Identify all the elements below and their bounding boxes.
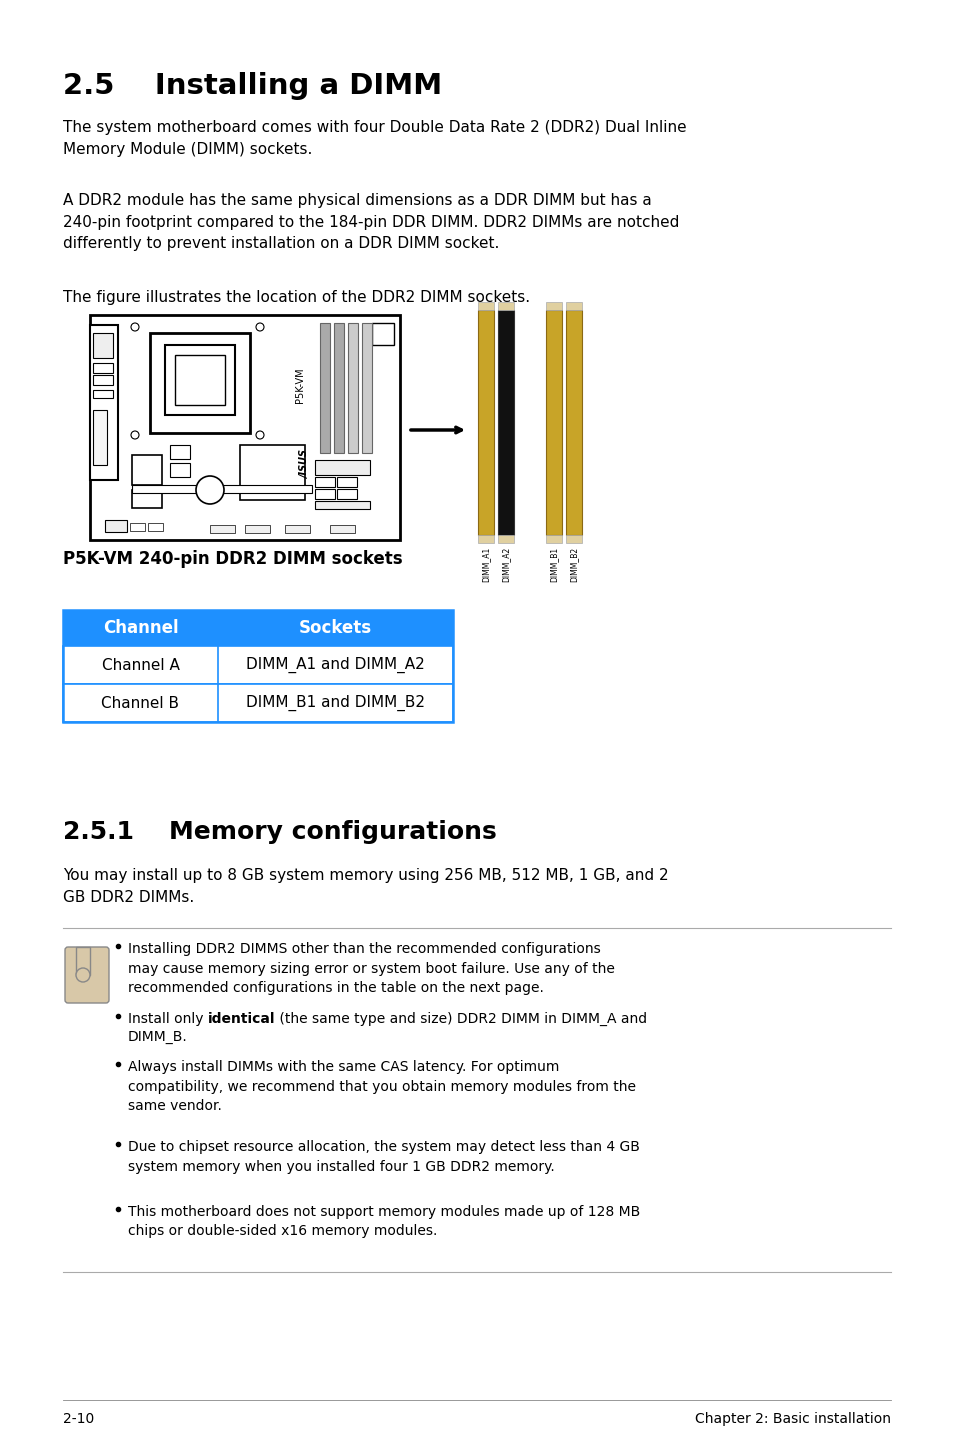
Bar bbox=[63, 684, 453, 722]
Text: Due to chipset resource allocation, the system may detect less than 4 GB
system : Due to chipset resource allocation, the … bbox=[128, 1140, 639, 1173]
Bar bbox=[497, 302, 514, 311]
Bar bbox=[105, 521, 127, 532]
Bar bbox=[330, 525, 355, 533]
Text: This motherboard does not support memory modules made up of 128 MB
chips or doub: This motherboard does not support memory… bbox=[128, 1205, 639, 1238]
Bar bbox=[545, 302, 561, 311]
Bar bbox=[314, 489, 335, 499]
Bar bbox=[497, 311, 514, 535]
Bar bbox=[285, 525, 310, 533]
Bar bbox=[477, 535, 494, 544]
Bar bbox=[314, 500, 370, 509]
Text: DIMM_A1: DIMM_A1 bbox=[481, 546, 490, 582]
Text: 2-10: 2-10 bbox=[63, 1412, 94, 1426]
Bar bbox=[245, 525, 270, 533]
Bar bbox=[92, 334, 112, 358]
Bar bbox=[314, 477, 335, 487]
Text: The system motherboard comes with four Double Data Rate 2 (DDR2) Dual Inline
Mem: The system motherboard comes with four D… bbox=[63, 119, 686, 157]
Text: Channel: Channel bbox=[103, 618, 178, 637]
Circle shape bbox=[255, 431, 264, 439]
Text: Sockets: Sockets bbox=[298, 618, 372, 637]
Bar bbox=[90, 325, 118, 480]
Bar bbox=[170, 444, 190, 459]
Text: Chapter 2: Basic installation: Chapter 2: Basic installation bbox=[695, 1412, 890, 1426]
Text: Installing DDR2 DIMMS other than the recommended configurations
may cause memory: Installing DDR2 DIMMS other than the rec… bbox=[128, 942, 615, 995]
Text: DIMM_B1 and DIMM_B2: DIMM_B1 and DIMM_B2 bbox=[246, 695, 424, 712]
Text: DIMM_B2: DIMM_B2 bbox=[569, 546, 578, 582]
Bar bbox=[565, 311, 581, 535]
Text: identical: identical bbox=[208, 1012, 275, 1025]
Bar bbox=[477, 311, 494, 535]
Text: You may install up to 8 GB system memory using 256 MB, 512 MB, 1 GB, and 2
GB DD: You may install up to 8 GB system memory… bbox=[63, 869, 668, 905]
Bar bbox=[63, 610, 453, 646]
Bar bbox=[150, 334, 250, 433]
Bar bbox=[565, 535, 581, 544]
Bar bbox=[497, 535, 514, 544]
Bar bbox=[314, 460, 370, 475]
Bar bbox=[76, 948, 90, 975]
Bar bbox=[92, 362, 112, 372]
Bar bbox=[63, 646, 453, 684]
Text: DIMM_A1 and DIMM_A2: DIMM_A1 and DIMM_A2 bbox=[246, 657, 424, 673]
Bar bbox=[132, 485, 312, 493]
Bar bbox=[132, 454, 162, 485]
Bar bbox=[165, 345, 234, 416]
Bar bbox=[477, 302, 494, 311]
Circle shape bbox=[76, 968, 90, 982]
Bar bbox=[565, 302, 581, 311]
Text: (the same type and size) DDR2 DIMM in DIMM_A and: (the same type and size) DDR2 DIMM in DI… bbox=[275, 1012, 647, 1027]
Text: DIMM_A2: DIMM_A2 bbox=[501, 546, 510, 582]
Bar bbox=[92, 390, 112, 398]
Text: Install only: Install only bbox=[128, 1012, 208, 1025]
Bar bbox=[348, 324, 357, 453]
Bar bbox=[545, 311, 561, 535]
Bar bbox=[130, 523, 145, 531]
Bar bbox=[372, 324, 394, 345]
Text: DIMM_B.: DIMM_B. bbox=[128, 1030, 188, 1044]
Bar bbox=[545, 535, 561, 544]
Text: Channel B: Channel B bbox=[101, 696, 179, 710]
Text: 2.5.1    Memory configurations: 2.5.1 Memory configurations bbox=[63, 820, 497, 844]
Text: P5K-VM 240-pin DDR2 DIMM sockets: P5K-VM 240-pin DDR2 DIMM sockets bbox=[63, 549, 402, 568]
Bar bbox=[90, 315, 399, 541]
Text: /ISUS: /ISUS bbox=[299, 449, 310, 477]
Text: A DDR2 module has the same physical dimensions as a DDR DIMM but has a
240-pin f: A DDR2 module has the same physical dime… bbox=[63, 193, 679, 252]
Bar bbox=[336, 489, 356, 499]
Text: 2.5    Installing a DIMM: 2.5 Installing a DIMM bbox=[63, 72, 442, 101]
Bar bbox=[170, 463, 190, 477]
Bar bbox=[336, 477, 356, 487]
Text: The figure illustrates the location of the DDR2 DIMM sockets.: The figure illustrates the location of t… bbox=[63, 290, 530, 305]
Bar bbox=[361, 324, 372, 453]
Bar bbox=[132, 490, 162, 508]
Bar bbox=[148, 523, 163, 531]
Text: Always install DIMMs with the same CAS latency. For optimum
compatibility, we re: Always install DIMMs with the same CAS l… bbox=[128, 1060, 636, 1113]
Text: P5K-VM: P5K-VM bbox=[294, 367, 305, 403]
Bar bbox=[210, 525, 234, 533]
Circle shape bbox=[195, 476, 224, 503]
Bar bbox=[334, 324, 344, 453]
Bar bbox=[319, 324, 330, 453]
FancyBboxPatch shape bbox=[65, 948, 109, 1002]
Bar bbox=[240, 444, 305, 500]
Circle shape bbox=[131, 324, 139, 331]
Bar bbox=[92, 375, 112, 385]
Bar bbox=[92, 410, 107, 464]
Text: DIMM_B1: DIMM_B1 bbox=[549, 546, 558, 582]
Bar bbox=[63, 610, 453, 722]
Circle shape bbox=[255, 324, 264, 331]
Circle shape bbox=[131, 431, 139, 439]
Text: Channel A: Channel A bbox=[101, 657, 179, 673]
Bar bbox=[174, 355, 225, 406]
